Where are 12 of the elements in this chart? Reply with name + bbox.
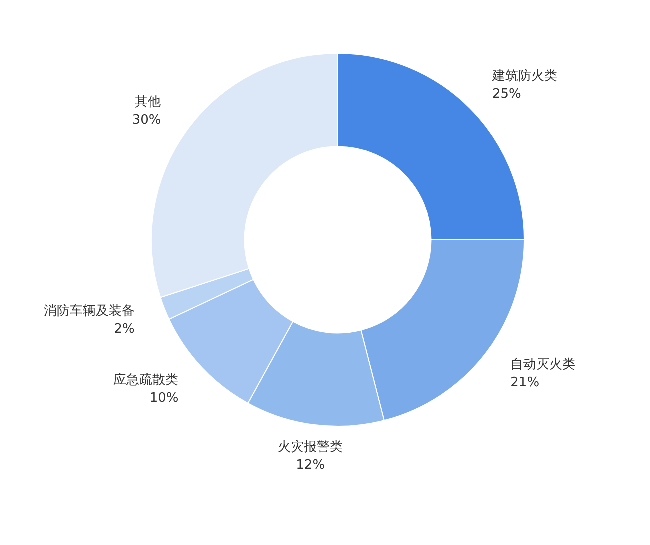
data-label: 12% bbox=[296, 458, 326, 474]
data-label: 21% bbox=[510, 375, 540, 390]
slice-label: 其他 bbox=[135, 94, 162, 110]
slice-label: 自动灭火类 bbox=[510, 357, 576, 372]
data-label: 25% bbox=[492, 86, 522, 102]
data-label: 10% bbox=[150, 390, 179, 406]
data-label: 30% bbox=[132, 112, 162, 128]
slice-label: 应急疏散类 bbox=[114, 372, 179, 388]
slice-label: 建筑防火类 bbox=[492, 68, 558, 84]
slice-label: 火灾报警类 bbox=[278, 439, 344, 456]
data-label: 2% bbox=[114, 322, 135, 337]
slice-label: 消防车辆及装备 bbox=[44, 304, 135, 319]
